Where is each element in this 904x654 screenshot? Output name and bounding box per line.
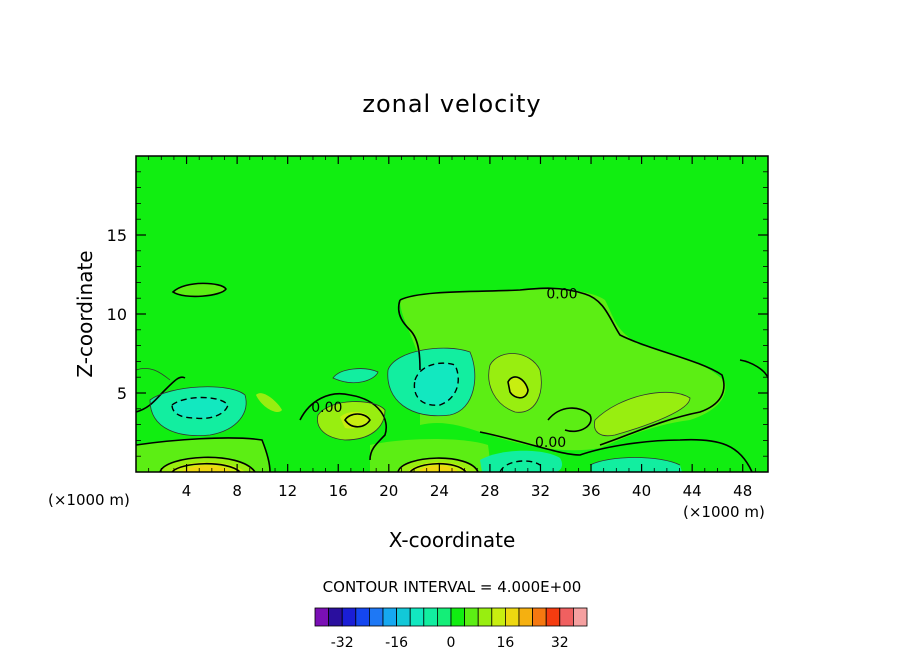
contour-line-zero-right	[739, 359, 768, 379]
x-tick-label: 20	[379, 482, 398, 500]
colorbar-swatch	[559, 607, 574, 627]
contour-line-zero-left-band	[136, 437, 271, 472]
contour-line-negative-3	[499, 460, 541, 472]
colorbar-swatch	[368, 607, 384, 627]
y-tick-label: 15	[107, 226, 127, 245]
x-tick-label: 48	[733, 482, 752, 500]
colorbar-swatch	[382, 607, 398, 627]
colorbar-swatch	[573, 607, 588, 627]
x-axis: 4 8 12 16 20 24 28 32 36 40 44 48	[148, 156, 756, 500]
colorbar-swatch	[545, 607, 561, 627]
colorbar-swatch	[518, 607, 534, 627]
colorbar-swatch	[314, 607, 330, 627]
x-tick-label: 36	[581, 482, 600, 500]
contour-region-max-4	[508, 376, 528, 398]
contour-line-zero-mid	[299, 393, 387, 461]
contour-labels: 0.00 0.00 0.00	[311, 286, 577, 451]
colorbar-tick-label: 0	[447, 635, 456, 651]
x-tick-label: 4	[182, 482, 192, 500]
colorbar-swatch	[423, 607, 438, 627]
contour-line-zero-upper-left	[397, 299, 421, 371]
contour-line-bottom-left-core	[171, 462, 241, 472]
contour-region-max-6	[256, 393, 282, 413]
x-unit-right: (×1000 m)	[683, 503, 765, 521]
contour-interval-text: CONTOUR INTERVAL = 4.000E+00	[323, 578, 582, 596]
contour-lines-negative	[171, 362, 541, 472]
contour-line-zero-lower	[479, 431, 753, 472]
contour-region-negative-7	[590, 457, 682, 472]
contour-line-zero-upper	[399, 287, 725, 446]
colorbar-tick-label: 16	[496, 635, 514, 651]
contour-region-max-2	[340, 411, 370, 429]
colorbar-swatch	[532, 607, 547, 627]
contour-label: 0.00	[535, 435, 566, 451]
contour-line-thin-5	[317, 401, 386, 441]
contour-region-bottom-left-16	[182, 465, 232, 472]
colorbar-tick-label: 32	[551, 635, 569, 651]
x-tick-label: 28	[480, 482, 499, 500]
colorbar-tick-label: -16	[385, 635, 408, 651]
colorbar-swatch	[491, 607, 506, 627]
contour-line-bottom-mid-core	[409, 462, 467, 472]
colorbar-swatch	[504, 607, 520, 627]
contour-line-thin-2	[387, 347, 476, 417]
plot-area	[136, 156, 768, 472]
contour-line-bottom-left-inner	[159, 456, 256, 472]
x-tick-label: 12	[278, 482, 297, 500]
y-axis: 5 10 15	[107, 171, 768, 457]
contour-label: 0.00	[546, 286, 577, 302]
contour-lines	[136, 282, 768, 472]
x-tick-label: 32	[531, 482, 550, 500]
colorbar-swatch	[409, 607, 425, 627]
contour-line-thin-7	[589, 457, 681, 466]
y-axis-label: Z-coordinate	[73, 250, 97, 377]
colorbar-swatch	[328, 607, 343, 627]
y-tick-label: 10	[107, 305, 127, 324]
contour-region-negative-2	[172, 397, 228, 419]
contour-region-negative-5	[333, 368, 378, 383]
contour-line-thin-1	[149, 386, 247, 436]
contour-line-zero-right-lower	[547, 407, 592, 433]
colorbar: -32 -16 0 16 32	[314, 607, 588, 651]
contour-region-bottom-mid-16	[418, 465, 458, 472]
colorbar-swatch	[464, 607, 479, 627]
contour-line-negative-1	[171, 396, 229, 420]
colorbar-swatch	[355, 607, 370, 627]
contour-line-thin-3	[488, 353, 542, 413]
x-tick-label: 8	[232, 482, 242, 500]
contour-lines-thin	[136, 347, 691, 466]
contour-region-upper-blob	[173, 283, 226, 297]
chart-title: zonal velocity	[362, 90, 541, 118]
x-tick-label: 16	[329, 482, 348, 500]
y-tick-label: 5	[117, 384, 127, 403]
contour-line-thin-6	[332, 368, 379, 384]
contour-region-max-5	[594, 392, 690, 436]
contour-line-upper-blob	[171, 282, 227, 298]
x-axis-label: X-coordinate	[389, 528, 516, 552]
colorbar-tick-label: -32	[331, 635, 354, 651]
contour-line-bottom-mid-inner	[397, 457, 479, 472]
colorbar-swatch	[436, 607, 452, 627]
colorbar-swatch	[477, 607, 493, 627]
colorbar-swatch	[450, 607, 466, 627]
contour-label: 0.00	[311, 400, 342, 416]
contour-line-zero-left-top	[136, 376, 186, 413]
x-unit-left: (×1000 m)	[48, 491, 130, 509]
contour-line-max-3	[507, 376, 529, 399]
x-tick-label: 24	[430, 482, 449, 500]
x-tick-label: 40	[632, 482, 651, 500]
contour-line-max-2	[344, 413, 371, 428]
contour-line-thin-8	[136, 367, 171, 381]
contour-line-negative-2	[413, 362, 459, 406]
colorbar-swatch	[341, 607, 357, 627]
x-tick-label: 44	[683, 482, 702, 500]
contour-line-thin-4	[593, 391, 691, 437]
contour-region-negative-4	[414, 363, 459, 406]
colorbar-swatch	[396, 607, 411, 627]
